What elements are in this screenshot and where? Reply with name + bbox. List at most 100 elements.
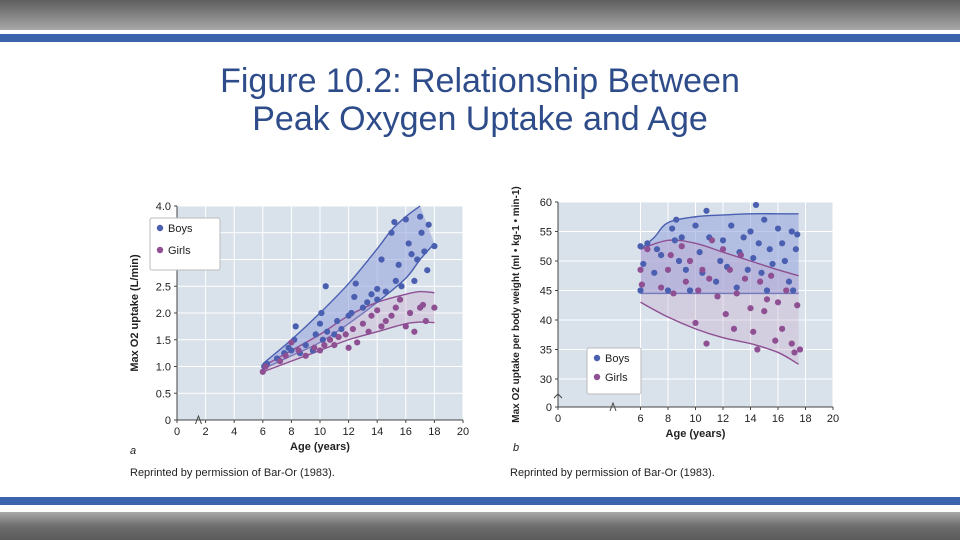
x-axis-break-mark — [194, 414, 202, 425]
data-point-boys — [728, 222, 735, 229]
data-point-boys — [302, 342, 309, 349]
legend-label-boys: Boys — [168, 223, 193, 235]
x-tick-label: 20 — [457, 426, 469, 438]
data-point-boys — [785, 278, 793, 285]
data-point-boys — [637, 243, 644, 250]
x-tick-label: 14 — [371, 426, 383, 438]
data-point-boys — [696, 249, 703, 256]
x-tick-label: 10 — [689, 413, 701, 425]
data-point-boys — [763, 287, 771, 294]
legend-label-boys: Boys — [605, 353, 630, 365]
data-point-boys — [402, 216, 409, 223]
data-point-girls — [359, 320, 366, 327]
y-tick-label: 60 — [540, 197, 552, 209]
data-point-girls — [779, 325, 786, 332]
data-point-boys — [790, 287, 797, 294]
data-point-girls — [757, 278, 764, 285]
data-point-girls — [382, 317, 389, 325]
bottom-accent-stripe — [0, 497, 960, 505]
data-point-girls — [342, 331, 349, 338]
data-point-girls — [411, 328, 418, 335]
band-area-girls — [262, 291, 435, 372]
data-point-boys — [713, 278, 720, 285]
x-tick-label: 12 — [342, 426, 354, 438]
y-axis-label: Max O2 uptake per body weight (ml • kg-1… — [511, 186, 522, 422]
data-point-girls — [388, 312, 395, 319]
data-point-boys — [673, 216, 680, 223]
panel-label: b — [513, 442, 519, 454]
y-tick-label: 0 — [165, 415, 171, 427]
data-point-girls — [392, 304, 399, 311]
slide-title: Figure 10.2: Relationship Between Peak O… — [0, 62, 960, 138]
data-point-girls — [794, 302, 801, 309]
data-point-boys — [792, 246, 799, 253]
credit-a: Reprinted by permission of Bar-Or (1983)… — [130, 467, 335, 479]
data-point-girls — [326, 336, 334, 343]
data-point-girls — [335, 333, 342, 341]
x-axis-label: Age (years) — [290, 441, 350, 453]
data-point-boys — [338, 325, 345, 333]
data-point-boys — [774, 225, 782, 232]
y-tick-label: 50 — [540, 256, 552, 268]
legend-marker-boys — [593, 354, 601, 362]
data-point-boys — [761, 216, 768, 223]
data-point-girls — [678, 243, 685, 250]
data-point-girls — [302, 352, 309, 359]
band-lower-girls — [640, 301, 799, 365]
x-tick-label: 18 — [428, 426, 440, 438]
x-tick-label: 8 — [288, 426, 294, 438]
band-lower-girls — [262, 321, 435, 373]
data-point-girls — [768, 272, 775, 279]
data-point-boys — [678, 234, 685, 241]
data-point-boys — [671, 237, 678, 244]
data-point-girls — [772, 337, 779, 344]
chart-b-figure: 0 6 8 10 12 14 16 18 20 0 30 35 40 45 50 55 60 Age (years… — [511, 186, 839, 454]
band-upper-boys — [640, 213, 799, 250]
data-point-girls — [262, 363, 269, 370]
y-axis-label: Max O2 uptake (L/min) — [129, 254, 141, 372]
data-point-boys — [788, 228, 795, 235]
data-point-girls — [259, 368, 266, 375]
data-point-girls — [368, 312, 375, 319]
data-point-boys — [744, 266, 751, 273]
data-point-boys — [382, 288, 389, 295]
credit-b: Reprinted by permission of Bar-Or (1983)… — [510, 467, 715, 479]
data-point-girls — [638, 281, 645, 288]
data-point-girls — [406, 309, 414, 317]
data-point-girls — [763, 296, 771, 303]
legend-marker-girls — [156, 246, 164, 254]
data-point-girls — [791, 349, 798, 356]
data-point-boys — [669, 225, 676, 232]
data-point-boys — [717, 257, 724, 265]
data-point-boys — [324, 328, 331, 335]
data-point-boys — [644, 240, 651, 247]
data-point-boys — [352, 280, 359, 287]
data-point-boys — [769, 260, 776, 268]
data-point-boys — [658, 252, 665, 259]
data-point-girls — [741, 275, 749, 282]
y-tick-label: 4.0 — [156, 201, 171, 213]
data-point-girls — [703, 340, 710, 347]
x-axis-break-mark — [609, 401, 617, 412]
data-point-boys — [411, 277, 418, 284]
data-point-girls — [431, 304, 438, 311]
data-point-girls — [706, 275, 713, 282]
data-point-boys — [405, 240, 412, 247]
data-point-girls — [722, 311, 729, 318]
x-tick-label: 10 — [314, 426, 326, 438]
data-point-girls — [637, 266, 644, 273]
data-point-boys — [637, 287, 644, 294]
data-point-boys — [766, 246, 773, 253]
data-point-girls — [692, 319, 699, 327]
data-point-boys — [418, 229, 425, 236]
data-point-girls — [761, 308, 768, 315]
data-point-boys — [750, 254, 757, 262]
x-tick-label: 0 — [174, 426, 180, 438]
data-point-boys — [392, 277, 399, 284]
data-point-girls — [733, 290, 740, 297]
data-point-girls — [396, 296, 404, 303]
top-accent-stripe — [0, 34, 960, 42]
data-point-boys — [312, 331, 319, 338]
y-tick-label: 2.0 — [156, 308, 171, 320]
data-point-boys — [395, 261, 402, 268]
